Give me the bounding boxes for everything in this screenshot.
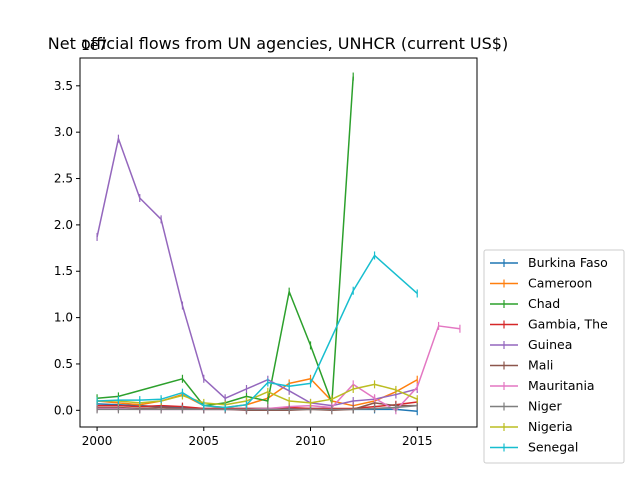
legend-entry: Guinea	[490, 337, 572, 352]
legend-label: Niger	[528, 399, 562, 414]
series-niger	[96, 401, 418, 414]
legend-entry: Mauritania	[490, 378, 595, 393]
axes-frame	[79, 57, 478, 428]
plot-area: 2000 2005 2010 2015 0.0 0.5 1.0 1.5 2.0 2.5 3.0 3.5	[54, 57, 478, 448]
legend-entry: Niger	[490, 399, 562, 414]
y-axis-offset-label: 1e7	[81, 38, 107, 54]
legend-entry: Nigeria	[490, 419, 573, 434]
x-tick-label: 2005	[189, 434, 220, 448]
y-tick-label: 1.0	[54, 311, 73, 325]
series-line	[97, 404, 418, 411]
y-tick-label: 1.5	[54, 264, 73, 278]
legend-label: Cameroon	[528, 276, 592, 291]
x-tick-label: 2015	[402, 434, 433, 448]
legend-entry: Senegal	[490, 440, 578, 455]
legend-entry: Gambia, The	[490, 317, 608, 332]
series-line	[96, 137, 418, 407]
legend-entry: Cameroon	[490, 276, 592, 291]
legend-label: Mauritania	[528, 378, 595, 393]
series-line	[97, 383, 418, 406]
legend-label: Burkina Faso	[528, 255, 608, 270]
x-tick-label: 2000	[82, 434, 113, 448]
legend-label: Senegal	[528, 440, 578, 455]
legend-label: Mali	[528, 358, 553, 373]
y-tick-label: 2.0	[54, 218, 73, 232]
legend-label: Guinea	[528, 337, 572, 352]
legend-label: Chad	[528, 296, 560, 311]
series-line	[97, 402, 418, 412]
series-senegal	[96, 251, 418, 412]
legend-entry: Mali	[490, 358, 553, 373]
chart-title: Net official flows from UN agencies, UNH…	[48, 34, 508, 53]
legend-entry: Chad	[490, 296, 560, 311]
series-line	[97, 254, 418, 409]
x-tick-label: 2010	[295, 434, 326, 448]
y-tick-label: 0.0	[54, 403, 73, 417]
legend-box	[483, 249, 625, 464]
y-axis: 0.0 0.5 1.0 1.5 2.0 2.5 3.0 3.5	[54, 79, 80, 417]
legend-entry: Burkina Faso	[490, 255, 608, 270]
series-line	[97, 378, 418, 409]
y-tick-label: 3.5	[54, 79, 73, 93]
y-tick-label: 0.5	[54, 357, 73, 371]
y-tick-label: 2.5	[54, 172, 73, 186]
legend: Burkina Faso Cameroon Chad Gambia, The Guine…	[483, 249, 625, 464]
y-tick-label: 3.0	[54, 125, 73, 139]
legend-label: Gambia, The	[528, 317, 608, 332]
legend-label: Nigeria	[528, 419, 573, 434]
series-guinea	[96, 134, 418, 410]
x-axis: 2000 2005 2010 2015	[82, 427, 433, 448]
